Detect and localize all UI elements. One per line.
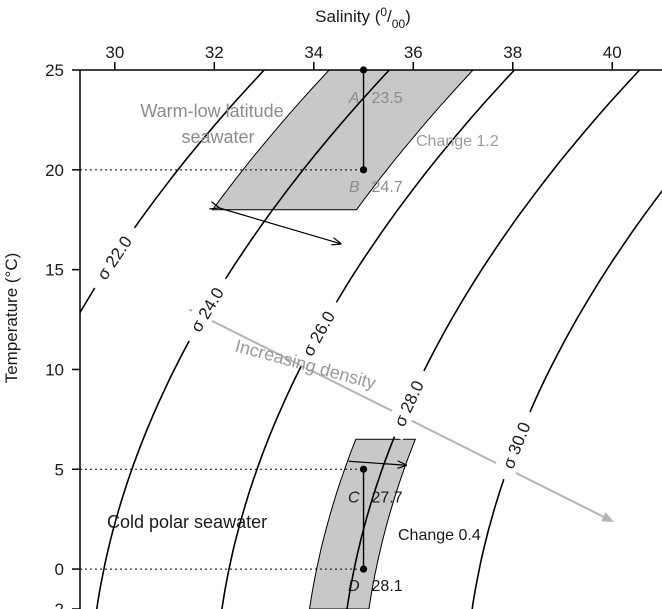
warm-water-label-line2: seawater [181, 127, 254, 147]
point-C [359, 465, 368, 473]
point-letter: A [348, 90, 360, 107]
warm-water-label-line1: Warm-low latitude [140, 101, 283, 121]
y-axis-title: Temperature (°C) [2, 253, 21, 384]
change-warm-label: Change 1.2 [416, 133, 499, 150]
point-density-value: 23.5 [372, 90, 403, 107]
isopycnal-label-bg [178, 272, 235, 346]
point-density-value: 27.7 [372, 489, 403, 506]
x-tick-label: 36 [404, 43, 423, 62]
x-axis-title: Salinity (0/00) [315, 5, 411, 31]
isopycnal-label-bg [382, 365, 433, 441]
cold-water-label: Cold polar seawater [107, 512, 267, 532]
isopycnal-curve [346, 70, 641, 609]
change-cold-label: Change 0.4 [398, 527, 481, 544]
band-width-arrow-cold [348, 461, 406, 465]
y-tick-label: 15 [45, 261, 64, 280]
point-B [359, 166, 368, 174]
isopycnal-label-group: σ 22.0 [84, 221, 143, 294]
x-tick-label: 40 [603, 43, 622, 62]
band-width-arrow-warm [219, 208, 341, 244]
isopycnal-label-group: σ 30.0 [491, 407, 539, 483]
x-tick-label: 34 [304, 43, 323, 62]
point-D [359, 565, 368, 573]
isopycnal-curve [471, 189, 662, 609]
y-tick-group: 25 20 15 10 5 0 -2 [45, 61, 80, 609]
x-tick-label: 30 [105, 43, 124, 62]
x-tick-group: 30 32 34 36 38 40 [105, 43, 622, 70]
water-mass-bands [211, 70, 474, 609]
point-A [359, 66, 368, 74]
isopycnal-curve [80, 70, 266, 315]
point-letter: B [349, 179, 360, 196]
y-tick-label: -2 [49, 600, 64, 609]
isopycnal-label-bg [290, 296, 345, 370]
y-tick-label: 0 [55, 560, 64, 579]
point-letter: D [348, 578, 360, 595]
isopycnal-labels: σ 22.0σ 24.0 σ 26.0σ 28.0σ 30.0 [84, 221, 539, 483]
isopycnal-label-bg [84, 221, 143, 294]
isopycnal-label-bg [491, 407, 539, 483]
water-points: A 23.5 B 24.7 C 27.7 D 28.1 [348, 66, 403, 595]
point-density-value: 28.1 [372, 578, 403, 595]
y-tick-label: 5 [55, 460, 64, 479]
warm-water-band [211, 70, 474, 211]
y-tick-label: 10 [45, 360, 64, 379]
x-tick-label: 32 [205, 43, 224, 62]
cold-water-band [308, 438, 417, 609]
isopycnal-label-group: σ 28.0 [382, 365, 433, 441]
point-letter: C [348, 489, 360, 506]
point-density-value: 24.7 [372, 179, 403, 196]
isopycnal-label-group: σ 24.0 [178, 272, 235, 346]
y-tick-label: 25 [45, 61, 64, 80]
x-tick-label: 38 [503, 43, 522, 62]
dotted-guide-lines [80, 169, 364, 570]
y-tick-label: 20 [45, 161, 64, 180]
